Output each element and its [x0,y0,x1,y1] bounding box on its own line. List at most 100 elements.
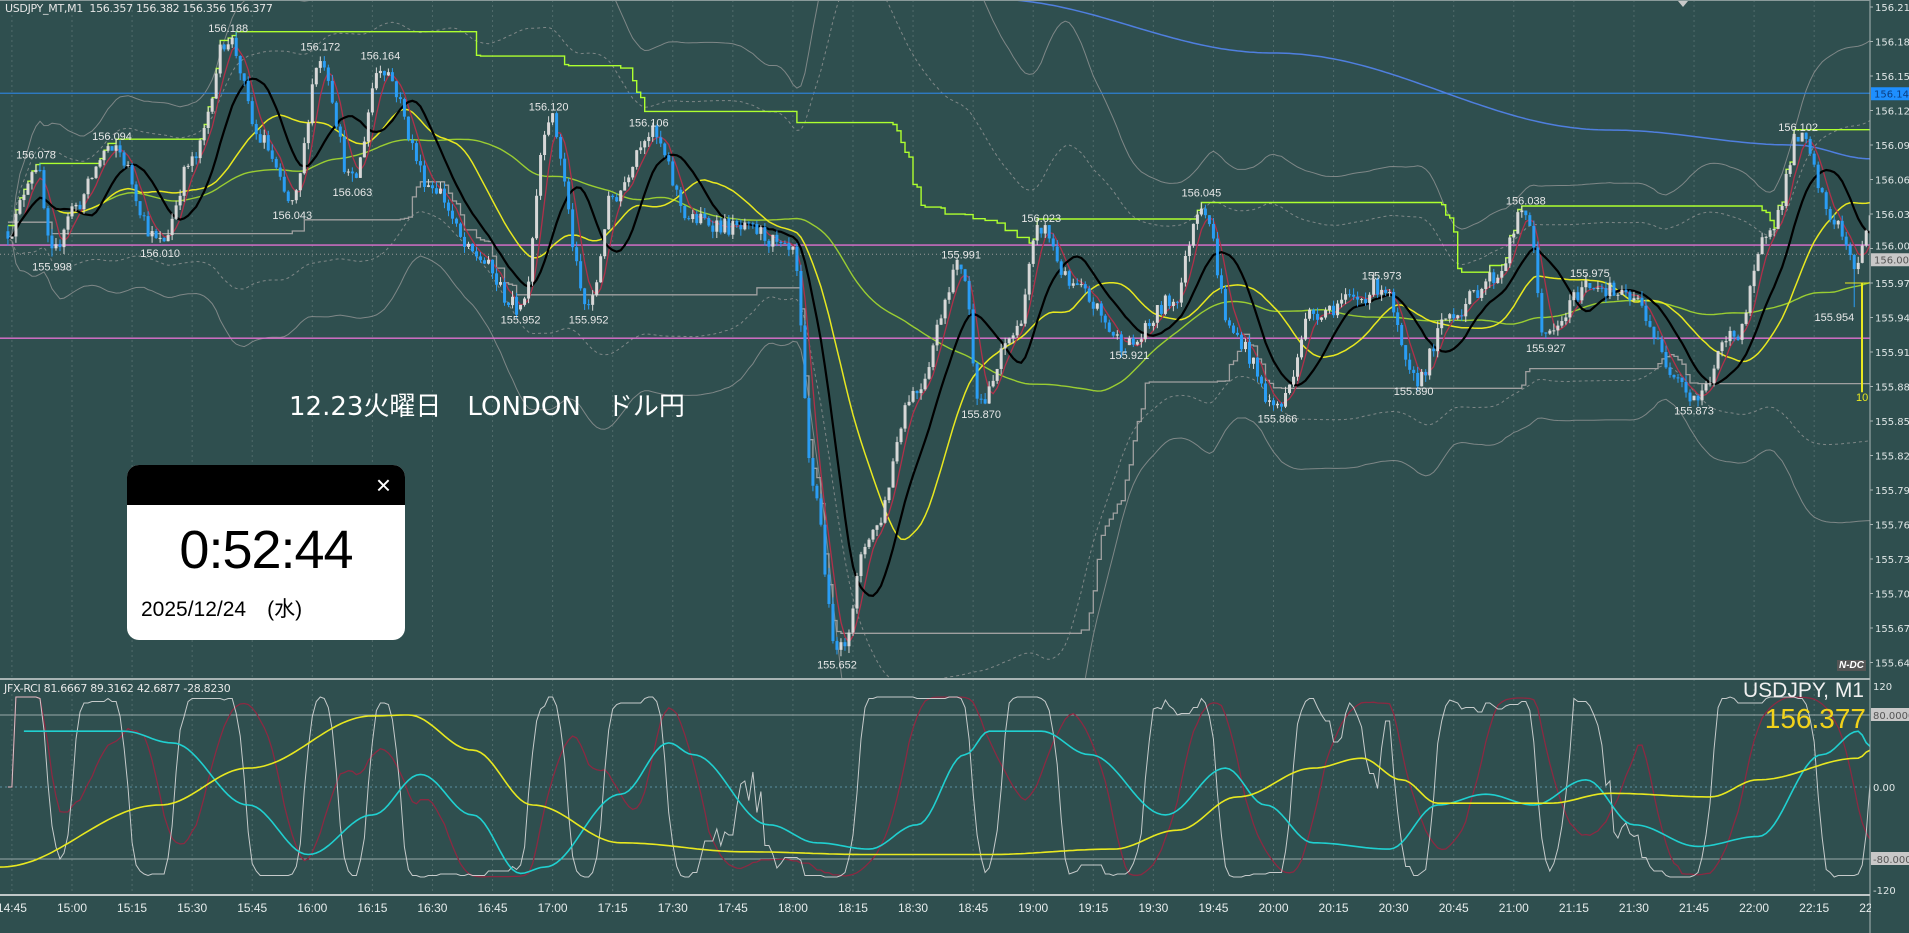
price-annotations: 156.188 156.172 156.164 156.078 156.094 156.1… [16,23,1870,671]
candle-body [1624,289,1628,293]
price-annotation: 156.010 [140,248,180,260]
candle-body [1280,403,1284,407]
rci-level-badge [1871,852,1909,865]
close-icon[interactable]: × [375,470,391,500]
price-annotation: 155.991 [941,250,981,262]
ohlc-values: 156.357 156.382 156.356 156.377 [89,2,273,15]
candle-body [759,227,763,234]
candle-body [875,525,879,530]
candle-body [819,498,823,525]
candle-body [1572,292,1576,301]
candle-body [719,220,723,233]
candle-body [1376,279,1380,295]
price-annotation: 155.954 [1814,312,1854,324]
time-tick-label: 22:15 [1799,901,1829,915]
candle-body [571,209,575,248]
candle-body [1167,295,1171,306]
price-annotation: 155.975 [1570,268,1610,280]
ma-long-line [7,138,1871,392]
candle-body [1580,287,1584,301]
candle-body [10,236,14,239]
candle-body [755,224,759,234]
candle-body [767,240,771,247]
candle-body [975,363,979,399]
price-tick-label: 156.005 [1875,242,1909,253]
candle-body [318,61,322,68]
candle-body [114,145,118,151]
candle-body [1540,293,1544,333]
candle-body [991,380,995,387]
candle-body [22,194,26,201]
clock-widget-header[interactable]: × [127,465,405,505]
candle-body [639,147,643,151]
time-tick-label: 19:00 [1018,901,1048,915]
candle-body [302,143,306,174]
price-annotation: 155.652 [817,659,857,671]
candle-body [1516,212,1520,234]
price-annotation: 155.866 [1258,413,1298,425]
candle-body [1644,305,1648,322]
candle-body [519,304,523,310]
time-tick-label: 18:00 [778,901,808,915]
candle-body [831,603,835,642]
candle-body [1267,400,1271,402]
candle-body [426,185,430,187]
candle-body [26,183,30,195]
candle-body [815,485,819,499]
candle-body [1364,299,1368,304]
candle-body [1616,294,1620,296]
long-ma-line [1002,0,1871,160]
candle-body [230,37,234,45]
candle-body [282,176,286,192]
candle-body [410,139,414,144]
price-annotation: 156.120 [529,101,569,113]
candle-body [406,116,410,140]
candle-body [462,236,466,247]
axis-corner [1871,897,1909,933]
candle-body [1284,392,1288,407]
price-annotation: 156.172 [300,41,340,53]
candle-body [1079,284,1083,286]
candle-body [1728,330,1732,342]
candle-body [783,242,787,244]
candle-body [1239,334,1243,350]
candle-body [1784,173,1788,207]
candle-body [1083,284,1087,289]
time-tick-label: 21:15 [1559,901,1589,915]
price-annotation: 156.164 [361,51,401,63]
candle-body [1652,326,1656,338]
price-annotation: 155.952 [501,314,541,326]
candle-body [1075,283,1079,286]
candle-body [855,576,859,609]
price-tick-label: 155.675 [1875,624,1909,635]
moving-averages [7,0,1871,644]
candle-body [454,218,458,224]
time-tick-label: 20:45 [1439,901,1469,915]
candle-body [1404,345,1408,360]
candle-body [334,102,338,127]
candle-body [659,137,663,144]
candle-body [763,227,767,241]
candle-body [1047,225,1051,239]
time-tick-label: 17:00 [538,901,568,915]
candle-body [78,204,82,210]
candle-body [1520,210,1524,213]
price-tick-label: 155.705 [1875,590,1909,601]
candle-body [955,259,959,270]
candle-body [1027,263,1031,295]
time-tick-label: 15:45 [237,901,267,915]
range-marker-label: 10 [1856,392,1869,404]
candle-body [306,123,310,144]
candle-body [1115,334,1119,336]
candle-body [1476,290,1480,298]
price-tick-label: 155.765 [1875,521,1909,532]
clock-widget[interactable]: × 0:52:44 2025/12/24 (水) [127,465,405,640]
candle-body [346,171,350,173]
candle-body [711,225,715,232]
candle-body [1532,225,1536,248]
candle-body [727,218,731,235]
candle-body [1312,309,1316,314]
candle-body [126,164,130,166]
rci-subwindow [0,679,1875,895]
